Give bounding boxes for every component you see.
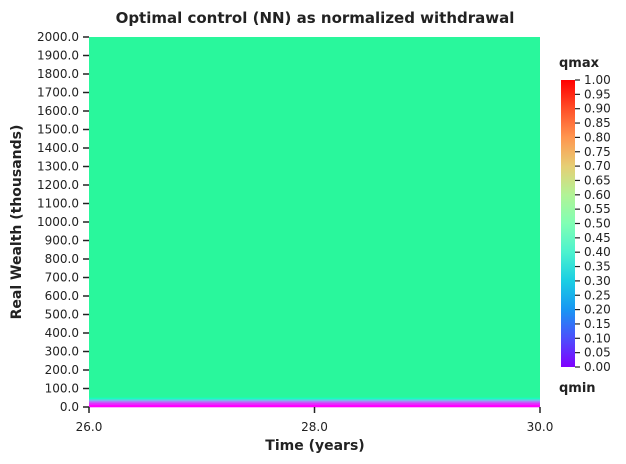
colorbar-tick-label: 0.15 [584,317,611,331]
y-tick-label: 1900.0 [37,49,79,63]
colorbar-tick-label: 0.05 [584,346,611,360]
y-tick-label: 100.0 [45,382,79,396]
colorbar-tick-label: 0.70 [584,159,611,173]
y-axis-label: Real Wealth (thousands) [9,125,25,320]
colorbar-tick-label: 0.75 [584,145,611,159]
y-tick-label: 1000.0 [37,215,79,229]
colorbar-tick-label: 0.95 [584,87,611,101]
x-tick-label: 28.0 [301,420,328,434]
colorbar-tick-label: 0.90 [584,102,611,116]
colorbar-tick-label: 0.25 [584,288,611,302]
heatmap-band-2 [89,401,540,404]
y-tick-label: 1700.0 [37,86,79,100]
colorbar-tick-label: 0.35 [584,260,611,274]
colorbar-tick-label: 1.00 [584,73,611,87]
heatmap-band-5 [89,37,540,398]
colorbar-tick-label: 0.10 [584,331,611,345]
y-tick-label: 1300.0 [37,160,79,174]
colorbar-tick-label: 0.80 [584,130,611,144]
y-tick-label: 900.0 [45,234,79,248]
colorbar-tick-label: 0.65 [584,173,611,187]
y-tick-label: 1800.0 [37,67,79,81]
heatmap-band-1 [89,402,540,406]
x-axis-label: Time (years) [265,438,364,454]
y-tick-label: 1400.0 [37,141,79,155]
heatmap-band-4 [89,397,540,400]
colorbar-tick-label: 0.40 [584,245,611,259]
colorbar-tick-label: 0.00 [584,360,611,374]
heatmap-band-3 [89,399,540,402]
y-tick-label: 1600.0 [37,104,79,118]
colorbar-tick-label: 0.50 [584,217,611,231]
heatmap-band-0 [89,404,540,408]
colorbar-bottom-label: qmin [559,381,596,396]
y-tick-label: 1500.0 [37,123,79,137]
colorbar-tick-label: 0.30 [584,274,611,288]
x-axis: 26.0 28.0 30.0 [76,407,554,434]
colorbar-tick-label: 0.85 [584,116,611,130]
colorbar: 0.000.050.100.150.200.250.300.350.400.45… [559,56,611,396]
y-tick-label: 200.0 [45,363,79,377]
y-axis: 0.0 100.0 200.0 300.0 400.0 500.0 600.0 700.0 80… [37,30,89,414]
colorbar-ticks: 0.000.050.100.150.200.250.300.350.400.45… [575,73,611,374]
y-tick-label: 400.0 [45,326,79,340]
y-tick-label: 0.0 [60,400,79,414]
y-tick-label: 300.0 [45,345,79,359]
x-tick-label: 26.0 [76,420,103,434]
y-tick-label: 2000.0 [37,30,79,44]
chart-title: Optimal control (NN) as normalized withd… [116,9,515,27]
y-tick-label: 500.0 [45,308,79,322]
plot-area [89,37,540,408]
y-tick-label: 800.0 [45,252,79,266]
y-tick-label: 1100.0 [37,197,79,211]
colorbar-gradient [561,80,575,367]
colorbar-top-label: qmax [559,56,600,71]
y-tick-label: 1200.0 [37,178,79,192]
colorbar-tick-label: 0.20 [584,303,611,317]
colorbar-tick-label: 0.45 [584,231,611,245]
x-tick-label: 30.0 [527,420,554,434]
colorbar-tick-label: 0.55 [584,202,611,216]
y-tick-label: 700.0 [45,271,79,285]
y-tick-label: 600.0 [45,289,79,303]
colorbar-tick-label: 0.60 [584,188,611,202]
